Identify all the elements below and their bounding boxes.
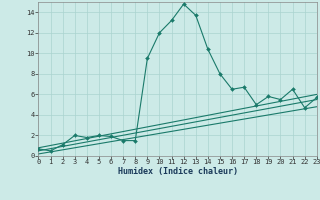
X-axis label: Humidex (Indice chaleur): Humidex (Indice chaleur) — [118, 167, 238, 176]
